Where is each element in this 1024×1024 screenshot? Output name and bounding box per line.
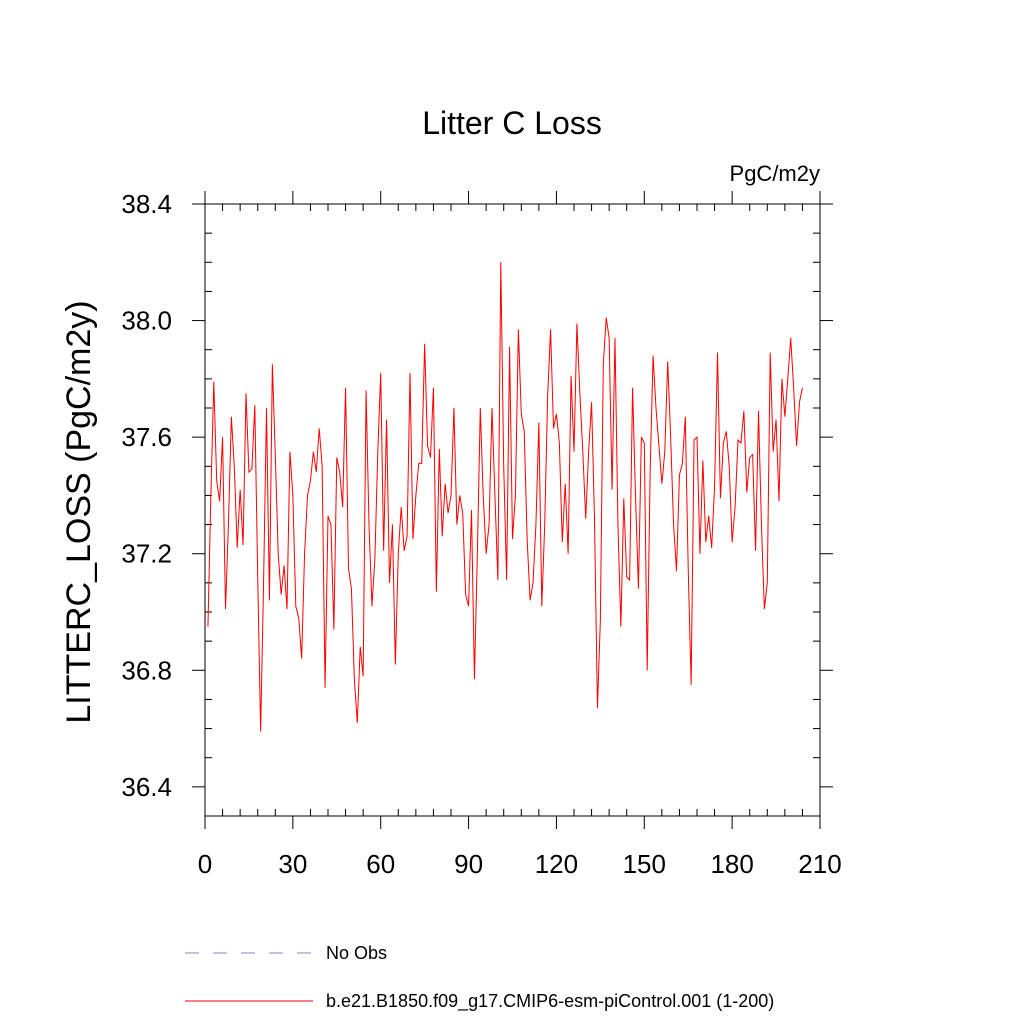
legend: No Obs b.e21.B1850.f09_g17.CMIP6-esm-piC… xyxy=(185,943,774,1012)
y-axis: 36.4 36.8 37.2 37.6 38.0 38.4 xyxy=(121,189,833,817)
y-tick-label: 37.2 xyxy=(121,539,172,569)
series-line-1 xyxy=(207,262,803,732)
x-tick-label: 150 xyxy=(623,849,666,879)
y-tick-label: 38.4 xyxy=(121,189,172,219)
x-tick-label: 0 xyxy=(198,849,212,879)
x-tick-label: 90 xyxy=(454,849,483,879)
x-tick-label: 30 xyxy=(278,849,307,879)
y-tick-label: 36.4 xyxy=(121,772,172,802)
plot-area xyxy=(207,262,803,732)
units-label: PgC/m2y xyxy=(730,161,820,186)
x-tick-label: 120 xyxy=(535,849,578,879)
y-axis-label: LITTERC_LOSS (PgC/m2y) xyxy=(60,300,98,723)
y-tick-label: 36.8 xyxy=(121,655,172,685)
plot-frame xyxy=(204,203,821,817)
chart-title: Litter C Loss xyxy=(422,105,602,141)
x-tick-label: 180 xyxy=(710,849,753,879)
x-axis: 0 30 60 90 120 150 180 210 xyxy=(198,191,842,879)
x-tick-label: 60 xyxy=(366,849,395,879)
legend-model-label: b.e21.B1850.f09_g17.CMIP6-esm-piControl.… xyxy=(326,991,774,1012)
y-tick-label: 38.0 xyxy=(121,306,172,336)
x-tick-label: 210 xyxy=(798,849,841,879)
legend-no-obs-label: No Obs xyxy=(326,943,387,963)
y-tick-label: 37.6 xyxy=(121,422,172,452)
